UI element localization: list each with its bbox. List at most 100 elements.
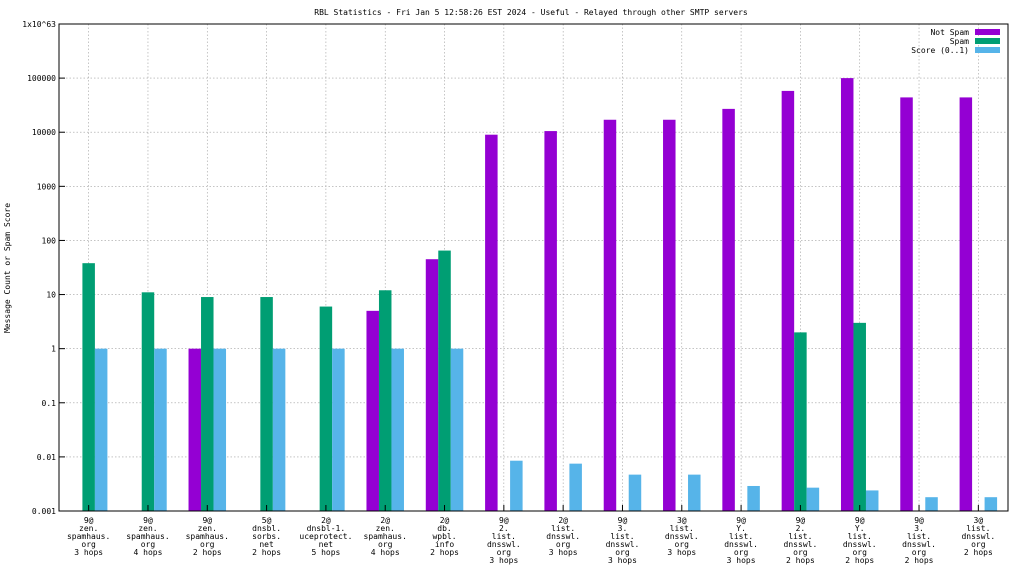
bar-1 — [188, 348, 202, 511]
x-tick-label: uceprotect. — [299, 532, 352, 541]
x-tick-label: org — [556, 540, 571, 549]
x-tick-label: org — [912, 548, 927, 557]
bar-3 — [272, 348, 286, 511]
x-tick-label: 2 hops — [905, 556, 934, 565]
x-tick-label: org — [734, 548, 749, 557]
x-tick-label: dnsswl. — [843, 540, 877, 549]
y-tick-label: 0.01 — [37, 453, 56, 462]
bar-1 — [663, 119, 676, 511]
x-tick-label: 9@ — [499, 516, 509, 525]
bar-3 — [569, 463, 582, 511]
y-tick-label: 0.1 — [42, 399, 57, 408]
bar-3 — [510, 460, 523, 511]
x-tick-label: 9@ — [914, 516, 924, 525]
x-tick-label: list. — [729, 532, 753, 541]
bar-3 — [213, 348, 227, 511]
legend-label: Not Spam — [930, 28, 969, 37]
x-tick-label: 2 hops — [252, 548, 281, 557]
bar-3 — [865, 490, 879, 511]
x-tick-label: dnsswl. — [606, 540, 640, 549]
x-tick-label: 2 hops — [964, 548, 993, 557]
x-tick-label: org — [378, 540, 393, 549]
x-tick-label: 3 hops — [74, 548, 103, 557]
x-tick-label: spamhaus. — [364, 532, 407, 541]
chart-title: RBL Statistics - Fri Jan 5 12:58:26 EST … — [314, 8, 748, 17]
x-tick-label: list. — [788, 532, 812, 541]
x-tick-label: 3@ — [974, 516, 984, 525]
y-tick-label: 0.001 — [32, 507, 56, 516]
x-tick-label: org — [200, 540, 215, 549]
bar-1 — [366, 310, 379, 511]
x-tick-label: 3 hops — [727, 556, 756, 565]
x-tick-label: 2 hops — [786, 556, 815, 565]
x-tick-label: list. — [492, 532, 516, 541]
bar-3 — [332, 348, 345, 511]
x-tick-label: 3. — [618, 524, 628, 533]
x-tick-label: org — [497, 548, 512, 557]
x-tick-label: list. — [907, 532, 931, 541]
bar-3 — [984, 497, 998, 511]
bar-1 — [840, 78, 854, 511]
bar-2 — [82, 263, 95, 511]
bar-1 — [722, 108, 735, 512]
x-tick-label: Y. — [855, 524, 865, 533]
x-tick-label: 4 hops — [134, 548, 163, 557]
x-tick-label: zen. — [376, 524, 395, 533]
plot-frame — [58, 23, 1009, 512]
bar-1 — [603, 119, 617, 511]
y-tick-label: 1x10^63 — [22, 20, 56, 29]
x-tick-label: list. — [610, 532, 634, 541]
bar-2 — [378, 290, 392, 511]
x-tick-label: dnsswl. — [546, 532, 580, 541]
bar-1 — [900, 97, 913, 511]
x-tick-label: 2 hops — [430, 548, 459, 557]
x-tick-label: 9@ — [855, 516, 865, 525]
bar-2 — [438, 250, 451, 511]
x-tick-label: 2@ — [558, 516, 568, 525]
legend-swatch — [975, 38, 1000, 44]
x-tick-label: 9@ — [796, 516, 806, 525]
y-tick-label: 1000 — [37, 182, 56, 191]
x-tick-label: 2@ — [380, 516, 390, 525]
y-axis-label: Message Count or Spam Score — [3, 203, 12, 333]
x-tick-label: 9@ — [618, 516, 628, 525]
x-tick-label: dnsswl. — [665, 532, 699, 541]
x-tick-label: org — [81, 540, 96, 549]
x-tick-label: zen. — [79, 524, 98, 533]
x-tick-label: list. — [848, 532, 872, 541]
y-tick-label: 100000 — [27, 74, 56, 83]
bar-1 — [425, 259, 439, 511]
x-tick-label: org — [141, 540, 156, 549]
x-tick-label: 9@ — [143, 516, 153, 525]
legend-swatch — [975, 47, 1000, 53]
x-tick-label: list. — [670, 524, 694, 533]
bar-2 — [794, 332, 807, 511]
x-tick-label: spamhaus. — [126, 532, 169, 541]
x-tick-label: Y. — [736, 524, 746, 533]
x-tick-label: org — [852, 548, 867, 557]
x-tick-label: net — [319, 540, 334, 549]
x-tick-label: 5@ — [262, 516, 272, 525]
bars — [82, 78, 998, 512]
x-tick-label: 2 hops — [193, 548, 222, 557]
x-tick-label: 4 hops — [371, 548, 400, 557]
bar-2 — [201, 297, 214, 511]
y-axis-ticks: 0.001 0.01 0.1 1 10 100 1000 10000 100000 1x10^63 — [22, 20, 65, 516]
bar-1 — [544, 131, 557, 511]
y-tick-label: 100 — [42, 236, 57, 245]
x-tick-label: db. — [437, 524, 451, 533]
bar-2 — [260, 297, 273, 511]
bar-3 — [628, 474, 642, 511]
bar-3 — [806, 487, 820, 511]
x-tick-label: org — [675, 540, 690, 549]
x-tick-label: org — [615, 548, 630, 557]
x-tick-label: zen. — [198, 524, 217, 533]
bar-3 — [94, 348, 108, 511]
x-tick-label: 3 hops — [489, 556, 518, 565]
legend-label: Spam — [950, 37, 969, 46]
y-tick-label: 10 — [46, 291, 56, 300]
bar-2 — [141, 292, 155, 511]
bar-3 — [154, 348, 167, 511]
